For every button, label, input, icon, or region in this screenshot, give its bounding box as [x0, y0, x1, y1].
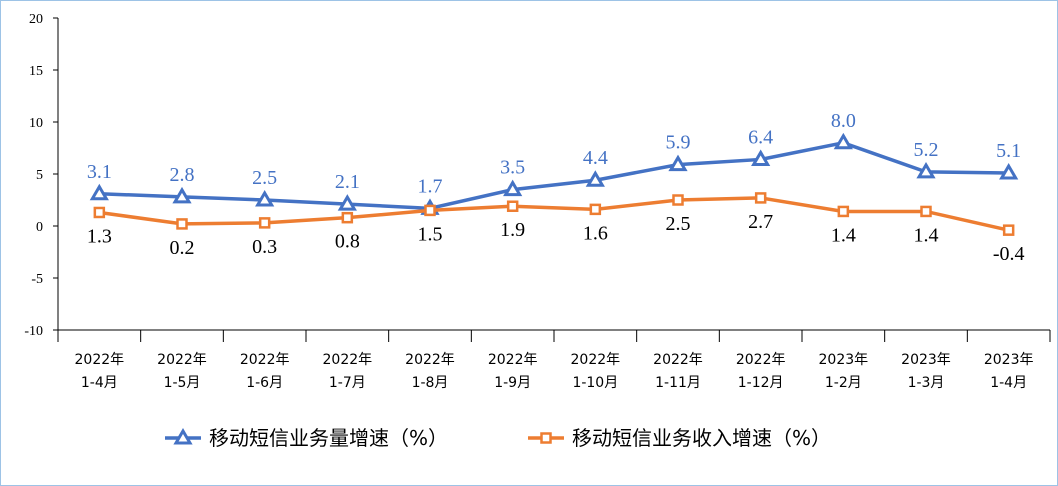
series-line — [99, 196, 1010, 232]
x-tick-label: 2022年 — [157, 352, 207, 368]
data-point — [337, 194, 357, 211]
value-label: 2.5 — [666, 213, 691, 235]
x-tick-label: 2022年 — [323, 352, 373, 368]
x-tick-label: 2022年 — [488, 352, 538, 368]
value-label: 5.9 — [666, 132, 691, 154]
y-tick-label: -10 — [24, 324, 43, 339]
series-line — [99, 140, 1009, 211]
value-label: 1.4 — [914, 224, 939, 246]
x-tick-label: 2022年 — [240, 352, 290, 368]
x-tick-label: 2022年 — [75, 352, 125, 368]
value-label: 3.5 — [500, 157, 525, 179]
x-tick-label: 1-8月 — [412, 375, 449, 391]
x-tick-label: 1-5月 — [164, 375, 201, 391]
x-tick-label: 1-3月 — [908, 375, 945, 391]
value-label: 1.6 — [583, 222, 608, 244]
data-point — [341, 211, 354, 224]
data-point — [837, 205, 850, 218]
value-label: 2.7 — [748, 211, 773, 233]
x-tick-label: 2023年 — [819, 352, 869, 368]
data-point — [255, 190, 275, 207]
x-tick-label: 1-4月 — [990, 375, 1027, 391]
data-point — [176, 218, 188, 230]
x-tick-label: 1-12月 — [738, 375, 784, 391]
value-label: 2.1 — [335, 171, 360, 193]
legend-marker — [540, 432, 552, 444]
data-point — [668, 154, 688, 172]
y-tick-label: 5 — [36, 168, 43, 183]
value-label: 0.2 — [170, 237, 195, 259]
data-point — [503, 179, 523, 197]
value-label: 6.4 — [748, 126, 773, 148]
value-label: 1.3 — [87, 225, 112, 247]
value-label: 1.4 — [831, 224, 856, 246]
data-point — [672, 194, 684, 206]
data-point — [920, 205, 932, 218]
data-point — [585, 170, 605, 187]
data-point — [751, 149, 771, 166]
y-tick-label: 0 — [36, 220, 43, 235]
data-point — [172, 186, 192, 204]
y-tick-label: 20 — [29, 12, 43, 27]
value-label: 0.3 — [252, 236, 277, 258]
x-tick-label: 1-2月 — [825, 375, 862, 391]
value-label: 1.9 — [500, 219, 525, 241]
x-tick-label: 1-9月 — [494, 375, 531, 391]
value-label: 0.8 — [335, 231, 360, 253]
legend-label: 移动短信业务量增速（%） — [209, 426, 448, 450]
value-label: 2.8 — [170, 164, 195, 186]
data-point — [93, 206, 106, 219]
legend-marker — [173, 428, 193, 445]
x-tick-label: 1-11月 — [655, 375, 701, 391]
data-point — [589, 203, 602, 216]
value-label: 2.5 — [252, 167, 277, 189]
y-tick-label: -5 — [31, 272, 43, 287]
value-label: 1.7 — [418, 175, 443, 197]
data-point — [833, 132, 853, 150]
data-point — [754, 192, 767, 204]
value-label: 5.1 — [996, 140, 1021, 162]
data-point — [506, 200, 519, 212]
data-point — [1002, 224, 1015, 236]
data-point — [424, 204, 436, 217]
x-tick-label: 2023年 — [901, 352, 951, 368]
data-point — [89, 183, 109, 201]
data-point — [916, 161, 936, 179]
y-tick-label: 15 — [29, 64, 43, 79]
x-tick-label: 1-7月 — [329, 375, 366, 391]
value-label: 4.4 — [583, 147, 608, 169]
x-tick-label: 2023年 — [984, 352, 1034, 368]
data-point — [999, 162, 1019, 180]
x-tick-label: 2022年 — [571, 352, 621, 368]
value-label: 8.0 — [831, 110, 856, 132]
y-tick-label: 10 — [29, 116, 43, 131]
x-tick-label: 2022年 — [405, 352, 455, 368]
legend-label: 移动短信业务收入增速（%） — [572, 426, 831, 450]
x-tick-label: 1-10月 — [572, 375, 618, 391]
x-tick-label: 1-4月 — [81, 375, 118, 391]
value-label: -0.4 — [993, 243, 1025, 265]
value-label: 1.5 — [418, 223, 443, 245]
value-label: 5.2 — [914, 139, 939, 161]
x-tick-label: 2022年 — [653, 352, 703, 368]
x-tick-label: 1-6月 — [246, 375, 283, 391]
data-point — [258, 217, 271, 229]
value-label: 3.1 — [87, 161, 112, 183]
x-tick-label: 2022年 — [736, 352, 786, 368]
